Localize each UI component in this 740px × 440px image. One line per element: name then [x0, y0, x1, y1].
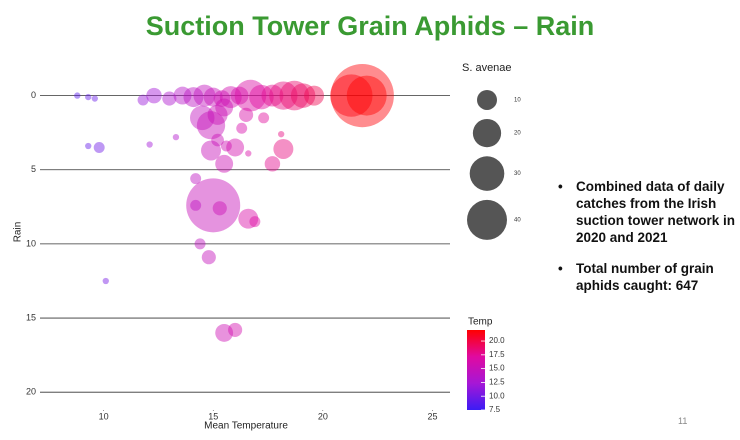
- bubble: [330, 74, 373, 117]
- x-axis-label: Mean Temperature: [204, 421, 288, 432]
- bubble: [269, 81, 298, 110]
- color-tick-label: 12.5: [489, 378, 505, 387]
- size-legend-title: S. avenae: [462, 62, 512, 74]
- bubble: [330, 63, 394, 128]
- bullet: Combined data of daily catches from the …: [556, 178, 736, 246]
- size-legend-circle: [469, 156, 505, 191]
- y-tick-label: 10: [26, 238, 36, 248]
- color-tick-label: 10.0: [489, 391, 505, 400]
- bubble: [162, 91, 177, 106]
- bubble: [304, 85, 325, 106]
- bubble: [234, 79, 267, 112]
- color-bar: [467, 330, 485, 410]
- bubble: [258, 112, 270, 124]
- bubble: [245, 150, 252, 157]
- page-number: 11: [678, 416, 688, 426]
- bubble: [228, 322, 243, 337]
- bubble: [190, 199, 202, 211]
- bubble: [102, 277, 109, 285]
- bubble: [190, 173, 202, 185]
- size-legend-label: 20: [514, 131, 521, 137]
- bubble: [239, 107, 254, 122]
- chart-title: Suction Tower Grain Aphids – Rain: [146, 11, 595, 41]
- bubble: [201, 250, 216, 265]
- bubble: [220, 140, 232, 152]
- bubble: [194, 238, 206, 250]
- color-tick-label: 20.0: [489, 336, 505, 345]
- size-legend-circle: [467, 199, 507, 240]
- bubble: [290, 83, 316, 108]
- bubble: [137, 94, 149, 106]
- bullet-list: Combined data of daily catches from the …: [556, 178, 736, 308]
- bubble: [236, 122, 248, 134]
- bubble: [203, 87, 223, 107]
- bubble: [172, 133, 180, 141]
- x-tick-label: 20: [318, 411, 328, 421]
- color-legend-title: Temp: [468, 317, 493, 328]
- bubble: [201, 140, 222, 161]
- x-tick-label: 25: [427, 411, 437, 421]
- bubble: [219, 86, 242, 109]
- size-legend-circle: [477, 90, 497, 110]
- bubble: [196, 111, 226, 140]
- bubble: [190, 105, 215, 131]
- bubble: [213, 90, 231, 107]
- bubble: [226, 138, 245, 157]
- color-tick-label: 17.5: [489, 350, 505, 359]
- bubble: [85, 93, 92, 101]
- bubble: [91, 95, 98, 102]
- size-legend-label: 30: [514, 171, 521, 177]
- size-legend-label: 40: [514, 217, 521, 223]
- color-tick-label: 7.5: [489, 405, 501, 414]
- y-axis-label: Rain: [13, 222, 24, 243]
- y-tick-label: 15: [26, 312, 36, 322]
- bubble: [273, 138, 294, 159]
- bubble: [212, 201, 227, 216]
- color-tick-label: 15.0: [489, 364, 505, 373]
- bubble: [173, 86, 192, 105]
- bubble: [279, 80, 310, 111]
- bubble: [249, 216, 261, 228]
- bubble: [249, 84, 274, 110]
- bubble: [215, 154, 234, 173]
- bubble: [146, 141, 153, 148]
- x-tick-label: 15: [208, 411, 218, 421]
- bubble: [74, 92, 81, 99]
- bubble: [186, 178, 241, 233]
- y-tick-label: 0: [31, 90, 36, 100]
- bubble: [215, 98, 234, 117]
- bubble: [146, 87, 162, 104]
- size-legend-circle: [472, 118, 502, 148]
- bubble: [93, 142, 105, 153]
- y-tick-label: 5: [31, 164, 36, 174]
- bullet: Total number of grain aphids caught: 647: [556, 260, 736, 294]
- bubble: [85, 142, 92, 150]
- y-tick-label: 20: [26, 387, 36, 397]
- bubble: [211, 133, 224, 147]
- bubble: [183, 87, 204, 108]
- bubble: [261, 84, 284, 107]
- bubble: [193, 84, 216, 107]
- bubble: [278, 130, 285, 138]
- x-tick-label: 10: [99, 411, 109, 421]
- bubble: [215, 323, 234, 342]
- size-legend-label: 10: [514, 98, 521, 104]
- bubble: [230, 86, 249, 105]
- bubble: [346, 75, 387, 116]
- bubble: [238, 208, 259, 229]
- bubble: [207, 104, 228, 125]
- bubble: [264, 156, 281, 172]
